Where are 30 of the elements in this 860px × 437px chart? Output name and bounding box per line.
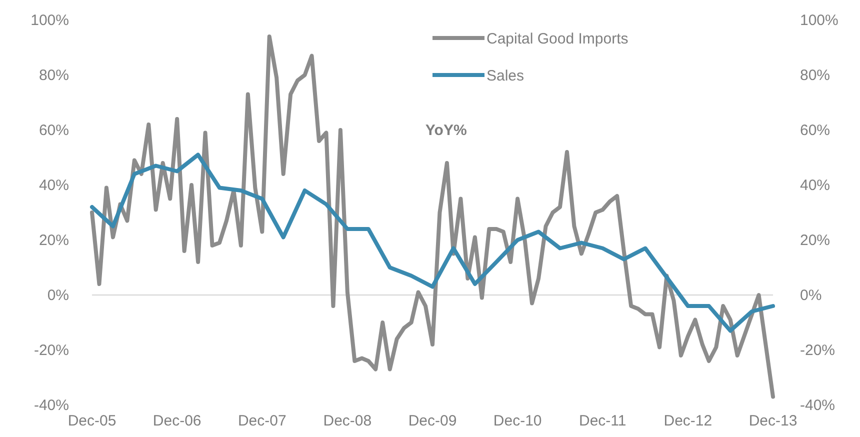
y2-tick-label: 80%: [800, 66, 830, 84]
y-tick-label: 60%: [38, 122, 69, 139]
y2-tick-label: -20%: [800, 342, 836, 359]
y-tick-label: 20%: [38, 232, 69, 249]
y2-tick-label: -40%: [800, 396, 836, 414]
line-series: [90, 34, 775, 399]
legend-label: Sales: [486, 67, 524, 84]
x-tick-label: Dec-12: [664, 412, 712, 430]
y2-tick-label: 0%: [800, 286, 822, 304]
y-tick-label: 40%: [38, 176, 69, 194]
line-series: [90, 152, 775, 333]
y-tick-label: -40%: [34, 396, 69, 414]
y2-tick-label: 20%: [800, 232, 830, 249]
x-tick-label: Dec-08: [323, 412, 372, 430]
x-tick-label: Dec-06: [152, 412, 202, 430]
y-tick-label: 100%: [30, 12, 69, 29]
y-tick-label: -20%: [34, 342, 69, 359]
y-tick-label: 0%: [47, 286, 69, 304]
x-tick-label: Dec-13: [748, 412, 798, 430]
y2-tick-label: 40%: [800, 176, 830, 194]
x-tick-label: Dec-07: [238, 412, 286, 430]
x-tick-label: Dec-09: [408, 412, 457, 430]
legend-label: Capital Good Imports: [486, 30, 628, 48]
y2-tick-label: 100%: [800, 12, 838, 29]
annotation: YoY%: [425, 122, 467, 139]
y-tick-label: 80%: [38, 66, 69, 84]
x-tick-label: Dec-11: [579, 412, 626, 430]
x-tick-label: Dec-05: [68, 412, 116, 430]
x-tick-label: Dec-10: [493, 412, 542, 430]
y2-tick-label: 60%: [800, 122, 830, 139]
